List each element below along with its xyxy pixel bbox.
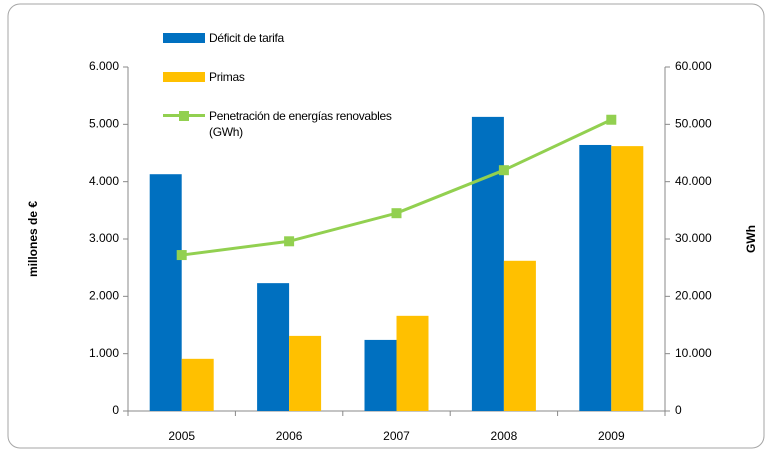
bar <box>257 283 290 411</box>
y-tick-label: 0 <box>112 403 119 417</box>
y2-tick-label: 40.000 <box>675 174 712 188</box>
legend-label: Déficit de tarifa <box>209 31 284 45</box>
bar <box>503 260 536 411</box>
y2-tick-label: 30.000 <box>675 231 712 245</box>
y-tick-label: 3.000 <box>89 231 119 245</box>
legend-swatch <box>163 110 205 121</box>
marker <box>498 165 509 176</box>
x-tick-label: 2006 <box>276 429 303 443</box>
legend-swatch <box>163 33 205 43</box>
x-tick-label: 2009 <box>598 429 625 443</box>
marker <box>176 250 187 261</box>
legend-entry: Primas <box>163 69 443 85</box>
bar <box>396 315 429 411</box>
y-tick-label: 1.000 <box>89 346 119 360</box>
bar <box>181 358 214 411</box>
y2-tick-label: 0 <box>675 403 682 417</box>
y2-tick-label: 50.000 <box>675 117 712 131</box>
bar <box>471 116 504 411</box>
bar <box>149 174 182 411</box>
y-tick-label: 6.000 <box>89 59 119 73</box>
bar <box>289 335 322 411</box>
bar <box>579 144 612 411</box>
legend-entry: Penetración de energías renovables (GWh) <box>163 108 443 140</box>
legend-entry: Déficit de tarifa <box>163 30 443 46</box>
y-tick-label: 2.000 <box>89 289 119 303</box>
y2-tick-label: 60.000 <box>675 59 712 73</box>
bar <box>364 339 397 411</box>
marker <box>391 208 402 219</box>
y2-tick-label: 10.000 <box>675 346 712 360</box>
legend-label: Penetración de energías renovables (GWh) <box>209 109 392 139</box>
legend-swatch <box>163 72 205 82</box>
x-tick-label: 2007 <box>383 429 410 443</box>
y2-axis-title: GWh <box>744 225 758 253</box>
y-tick-label: 4.000 <box>89 174 119 188</box>
x-tick-label: 2008 <box>491 429 518 443</box>
y2-tick-label: 20.000 <box>675 289 712 303</box>
legend-label: Primas <box>209 70 245 84</box>
legend-marker <box>179 110 189 121</box>
y-tick-label: 5.000 <box>89 117 119 131</box>
bar <box>611 146 644 411</box>
y-axis-title: millones de € <box>26 201 40 277</box>
x-tick-label: 2005 <box>168 429 195 443</box>
frame <box>7 3 765 449</box>
marker <box>284 236 295 247</box>
line <box>181 118 612 257</box>
marker <box>606 114 617 125</box>
